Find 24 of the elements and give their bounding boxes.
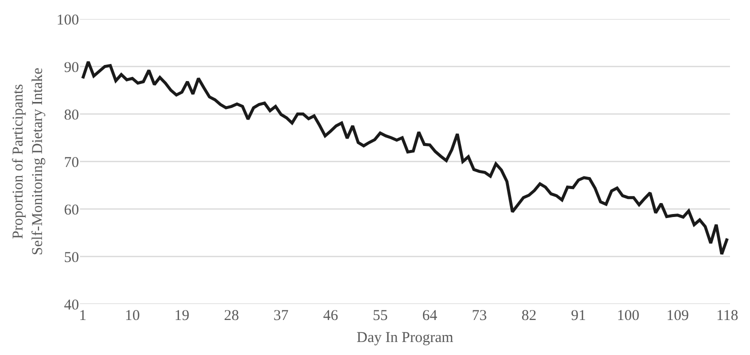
x-tick-label: 19 bbox=[174, 308, 190, 324]
y-tick-label: 100 bbox=[56, 12, 79, 28]
x-tick-label: 109 bbox=[666, 308, 689, 324]
y-axis-title: Proportion of Participants Self-Monitoring Dietary Intake bbox=[10, 67, 46, 256]
line-series bbox=[81, 60, 729, 256]
y-tick-label: 70 bbox=[64, 154, 79, 171]
x-tick-label: 1 bbox=[79, 308, 86, 324]
x-tick-label: 82 bbox=[521, 308, 536, 324]
y-tick-label: 90 bbox=[64, 60, 79, 76]
y-tick-label: 60 bbox=[64, 202, 79, 218]
x-axis-title: Day In Program bbox=[356, 330, 454, 346]
x-tick-label: 10 bbox=[124, 308, 140, 324]
x-tick-label: 118 bbox=[716, 308, 738, 324]
y-tick-label: 40 bbox=[64, 297, 79, 314]
x-tick-label: 28 bbox=[224, 308, 239, 324]
x-tick-label: 91 bbox=[571, 308, 586, 324]
x-tick-label: 55 bbox=[372, 308, 388, 324]
y-tick-label: 50 bbox=[64, 250, 79, 266]
y-tick-label: 80 bbox=[64, 107, 79, 124]
x-tick-label: 46 bbox=[323, 308, 339, 324]
x-tick-label: 100 bbox=[616, 308, 640, 324]
x-tick-label: 37 bbox=[274, 308, 290, 324]
x-tick-label: 73 bbox=[472, 308, 487, 324]
x-tick-label: 64 bbox=[422, 308, 438, 324]
